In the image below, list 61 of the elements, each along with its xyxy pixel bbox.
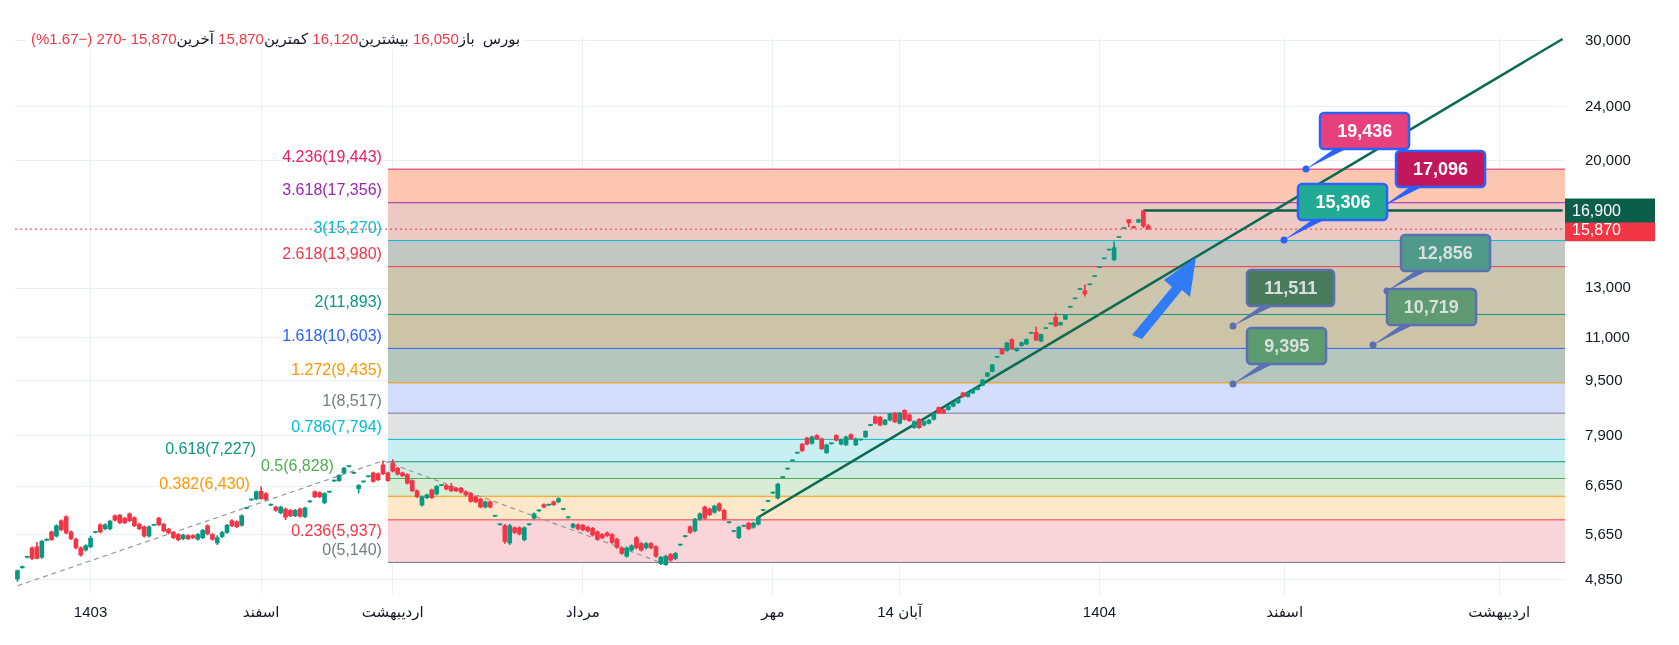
ref-line-label: 0.618(7,227) xyxy=(165,440,256,458)
candlestick xyxy=(1067,305,1073,308)
annotation: 17,096 xyxy=(1396,151,1486,188)
y-tick-label: 24,000 xyxy=(1585,97,1631,115)
candlestick xyxy=(536,509,542,512)
x-tick-label: 1403 xyxy=(73,603,108,621)
ref-line-label: 0.786(7,794) xyxy=(291,417,382,435)
y-tick-label: 13,000 xyxy=(1585,278,1631,296)
candlestick xyxy=(546,503,552,506)
x-tick-label: اردیبهشت xyxy=(361,603,424,622)
candlestick xyxy=(1072,297,1078,300)
y-tick-label: 30,000 xyxy=(1585,31,1631,49)
x-tick-label: مرداد xyxy=(565,603,600,622)
candlestick xyxy=(565,516,571,519)
ref-line-label: 1(8,517) xyxy=(322,391,382,409)
ref-line-label: 15,870 xyxy=(1572,220,1622,238)
ref-line-label: 4.236(19,443) xyxy=(282,147,382,165)
ref-line-label: 2(11,893) xyxy=(314,292,382,310)
candlestick xyxy=(892,412,898,423)
candlestick xyxy=(726,521,732,524)
ref-line-label: 3(15,270) xyxy=(313,218,382,236)
annotation: 19,436 xyxy=(1320,113,1410,150)
x-tick-label: مهر xyxy=(760,603,785,622)
annotation: 9,395 xyxy=(1247,328,1327,365)
candlestick xyxy=(999,348,1005,355)
y-tick-label: 11,000 xyxy=(1585,327,1630,345)
candlestick xyxy=(994,355,1000,358)
x-tick-label: اردیبهشت xyxy=(1468,603,1531,622)
ref-line-label: 0.5(6,828) xyxy=(260,456,334,474)
candlestick xyxy=(307,500,313,503)
chart-title: بورس xyxy=(482,30,521,48)
ref-line-label: 1.272(9,435) xyxy=(291,361,382,379)
y-tick-label: 7,900 xyxy=(1585,425,1623,443)
ref-line-label: 2.618(13,980) xyxy=(282,245,382,263)
y-tick-label: 9,500 xyxy=(1585,371,1623,389)
candlestick xyxy=(1004,342,1010,352)
x-tick-label: اسفند xyxy=(242,603,280,621)
y-tick-label: 4,850 xyxy=(1585,569,1623,587)
annotation: 12,856 xyxy=(1400,234,1490,271)
ref-line-label: 0.382(6,430) xyxy=(159,474,250,492)
ref-line-label: 0(5,140) xyxy=(322,540,382,558)
annotation: 11,511 xyxy=(1247,269,1335,306)
x-tick-label: 14 آبان xyxy=(877,603,923,621)
candlestick xyxy=(1087,283,1093,286)
ref-line-label: 3.618(17,356) xyxy=(282,181,382,199)
candlestick xyxy=(794,451,800,454)
candlestick xyxy=(526,523,532,526)
y-tick-label: 20,000 xyxy=(1585,150,1631,168)
candlestick xyxy=(497,523,503,526)
ref-line-label: 0.236(5,937) xyxy=(291,522,382,540)
candlestick xyxy=(1048,322,1054,325)
data-label: 16,900 xyxy=(1572,201,1622,219)
candlestick xyxy=(1028,331,1034,334)
x-tick-label: 1404 xyxy=(1082,603,1117,621)
annotation: 10,719 xyxy=(1386,289,1476,326)
y-tick-label: 5,650 xyxy=(1585,524,1623,542)
candlestick xyxy=(268,503,274,506)
annotation: 15,306 xyxy=(1298,183,1388,220)
ref-line-label: 1.618(10,603) xyxy=(282,326,382,344)
y-tick-label: 6,650 xyxy=(1585,476,1623,494)
x-tick-label: اسفند xyxy=(1266,603,1304,621)
